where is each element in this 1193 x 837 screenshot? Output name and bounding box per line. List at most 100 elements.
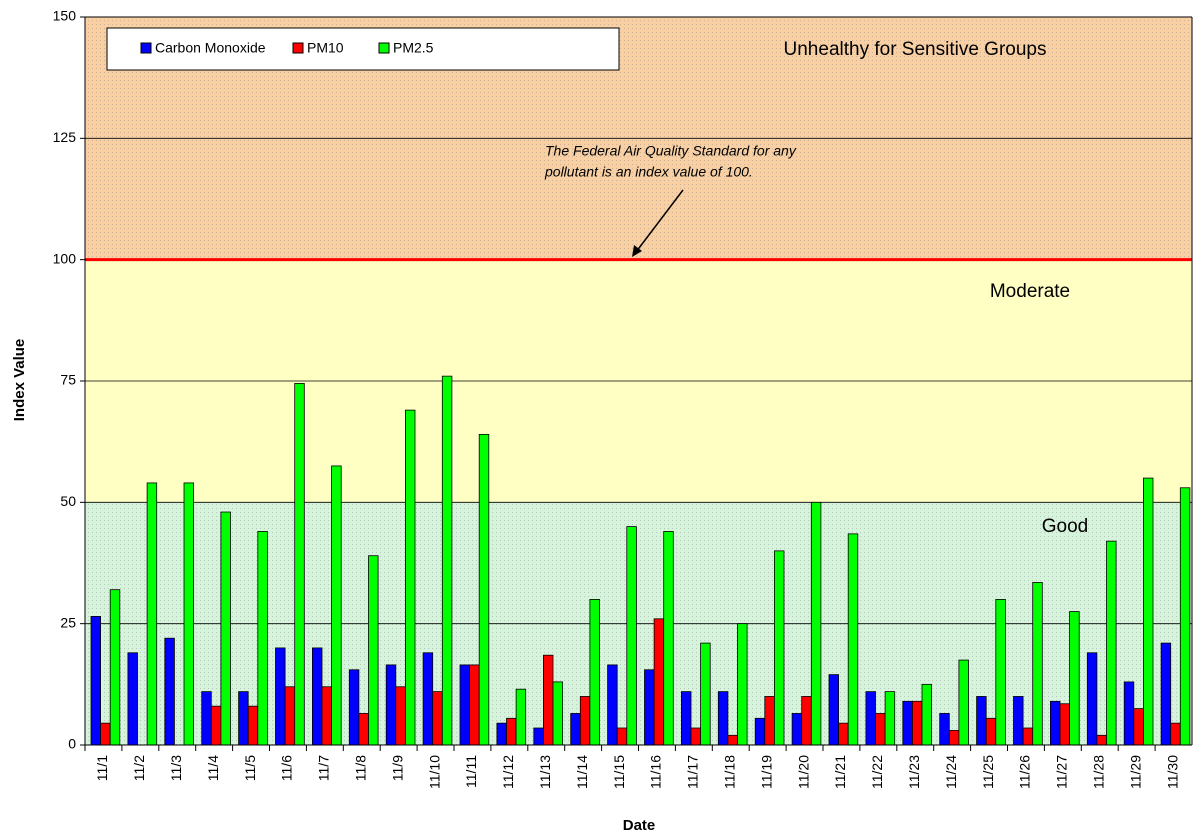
x-tick-label: 11/4 [205, 755, 221, 781]
bar [700, 642, 711, 746]
bar [985, 717, 997, 746]
bar [432, 691, 443, 746]
bar [220, 511, 231, 746]
x-tick-label: 11/8 [352, 755, 368, 781]
bar [100, 722, 111, 746]
bar [1143, 477, 1154, 746]
x-tick-label: 11/29 [1127, 755, 1143, 789]
bar [607, 664, 618, 746]
band-label: Good [1042, 516, 1088, 537]
bar [385, 664, 397, 746]
bar [109, 589, 121, 746]
bar [995, 599, 1006, 746]
bar [589, 599, 600, 746]
bar [579, 696, 591, 746]
x-tick-label: 11/6 [279, 755, 295, 781]
x-tick-label: 11/1 [94, 755, 110, 781]
bar [1160, 642, 1172, 746]
x-tick-label: 11/17 [685, 755, 701, 789]
bar [1032, 582, 1043, 746]
bar [284, 686, 296, 746]
bar [847, 533, 859, 746]
bar [257, 531, 268, 746]
bar [543, 654, 554, 746]
bar [201, 691, 212, 746]
x-tick-label: 11/20 [795, 755, 811, 789]
bar [884, 691, 896, 746]
bar [1086, 652, 1098, 746]
bar [210, 705, 222, 746]
bar [1013, 696, 1024, 746]
bar [1179, 487, 1191, 746]
bar [1022, 727, 1034, 746]
bar [515, 688, 527, 746]
bar [626, 526, 637, 746]
bar [1050, 700, 1061, 746]
bar [727, 734, 738, 746]
annotation: pollutant is an index value of 100. [544, 164, 753, 180]
bar [717, 691, 729, 746]
bar [90, 615, 102, 746]
x-tick-label: 11/28 [1090, 755, 1106, 789]
bar [1133, 708, 1144, 746]
bar [681, 691, 692, 746]
x-tick-label: 11/26 [1017, 755, 1033, 789]
bar [441, 375, 453, 746]
bar [533, 727, 544, 746]
bar [496, 722, 507, 746]
bar [358, 713, 369, 746]
bar [663, 531, 674, 746]
bar [912, 700, 923, 746]
bar [976, 696, 987, 746]
bar [395, 686, 406, 746]
bar [828, 674, 840, 746]
bar [958, 659, 969, 746]
bar [875, 713, 886, 746]
bar [1170, 722, 1181, 746]
x-tick-label: 11/19 [758, 755, 774, 789]
bar [321, 686, 333, 746]
y-tick-label: 75 [60, 372, 76, 388]
x-tick-label: 11/16 [648, 755, 664, 789]
legend-swatch [292, 42, 304, 54]
x-tick-label: 11/13 [537, 755, 553, 789]
x-tick-label: 11/2 [131, 755, 147, 781]
bar [921, 683, 933, 746]
legend-label: Carbon Monoxide [155, 40, 266, 56]
bar [1106, 540, 1117, 746]
bar [275, 647, 286, 746]
x-tick-label: 11/5 [242, 755, 258, 781]
bar [311, 647, 323, 746]
band-label: Moderate [990, 281, 1070, 302]
x-tick-label: 11/11 [463, 755, 479, 788]
bar [653, 618, 665, 746]
bar [238, 691, 249, 746]
legend-swatch [140, 42, 152, 54]
bar [865, 691, 876, 746]
bar [791, 713, 803, 746]
bar [939, 713, 950, 746]
bar [552, 681, 564, 746]
x-axis-label: Date [623, 817, 656, 834]
bar [1059, 703, 1071, 746]
y-tick-label: 50 [60, 493, 76, 509]
bar [774, 550, 785, 746]
y-tick-label: 150 [53, 8, 77, 24]
x-tick-label: 11/12 [500, 755, 516, 789]
band-label: Unhealthy for Sensitive Groups [784, 39, 1047, 60]
legend-label: PM10 [307, 40, 344, 56]
annotation-arrowhead [632, 245, 642, 257]
x-tick-label: 11/14 [574, 755, 590, 789]
x-tick-label: 11/21 [832, 755, 848, 789]
bar [331, 465, 342, 746]
bar [764, 696, 775, 746]
bar [1096, 734, 1107, 746]
y-axis-label: Index Value [11, 339, 28, 422]
x-tick-label: 11/23 [906, 755, 922, 789]
bar [737, 623, 748, 746]
x-tick-label: 11/9 [389, 755, 405, 781]
x-tick-label: 11/30 [1164, 755, 1180, 789]
y-tick-label: 0 [68, 736, 76, 752]
x-tick-label: 11/10 [426, 755, 442, 789]
